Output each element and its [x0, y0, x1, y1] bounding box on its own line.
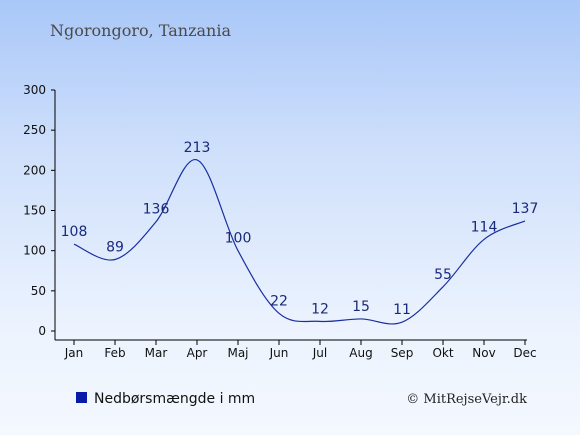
y-tick-label: 50 [31, 284, 46, 298]
y-tick-label: 0 [38, 324, 46, 338]
data-label: 12 [311, 301, 329, 317]
x-tick-label: Feb [104, 346, 125, 360]
data-label: 89 [106, 240, 124, 256]
axes: 0 50 100 150 200 250 300 Jan Feb Mar Apr Maj Jun Jul A… [23, 83, 537, 360]
data-label: 11 [393, 302, 411, 318]
x-tick-label: Okt [432, 346, 453, 360]
data-label: 55 [434, 267, 452, 283]
data-labels: 108 89 136 213 100 22 12 15 11 55 114 137 [61, 140, 539, 318]
y-tick-label: 200 [23, 163, 46, 177]
credit-text: © MitRejseVejr.dk [406, 392, 527, 407]
legend-label: Nedbørsmængde i mm [94, 391, 255, 407]
y-tick-label: 300 [23, 83, 46, 97]
x-tick-label: Maj [227, 346, 248, 360]
y-tick-label: 150 [23, 204, 46, 218]
data-label: 108 [61, 224, 88, 240]
x-tick-label: Mar [145, 346, 168, 360]
x-tick-label: Jan [64, 346, 84, 360]
x-tick-label: Jul [312, 346, 327, 360]
data-label: 136 [143, 202, 170, 218]
legend-marker [76, 392, 87, 403]
x-tick-label: Jun [269, 346, 289, 360]
data-label: 22 [270, 293, 288, 309]
x-tick-label: Aug [349, 346, 372, 360]
data-label: 114 [471, 219, 498, 235]
data-label: 100 [225, 231, 252, 247]
data-label: 213 [184, 140, 211, 156]
series-group [73, 159, 526, 325]
data-label: 15 [352, 299, 370, 315]
chart-title: Ngorongoro, Tanzania [50, 21, 231, 40]
x-tick-label: Sep [391, 346, 414, 360]
y-tick-label: 100 [23, 244, 46, 258]
data-label: 137 [512, 201, 539, 217]
x-tick-label: Dec [513, 346, 536, 360]
y-tick-label: 250 [23, 123, 46, 137]
series-line [73, 159, 526, 325]
x-tick-label: Nov [472, 346, 495, 360]
x-tick-label: Apr [187, 346, 208, 360]
